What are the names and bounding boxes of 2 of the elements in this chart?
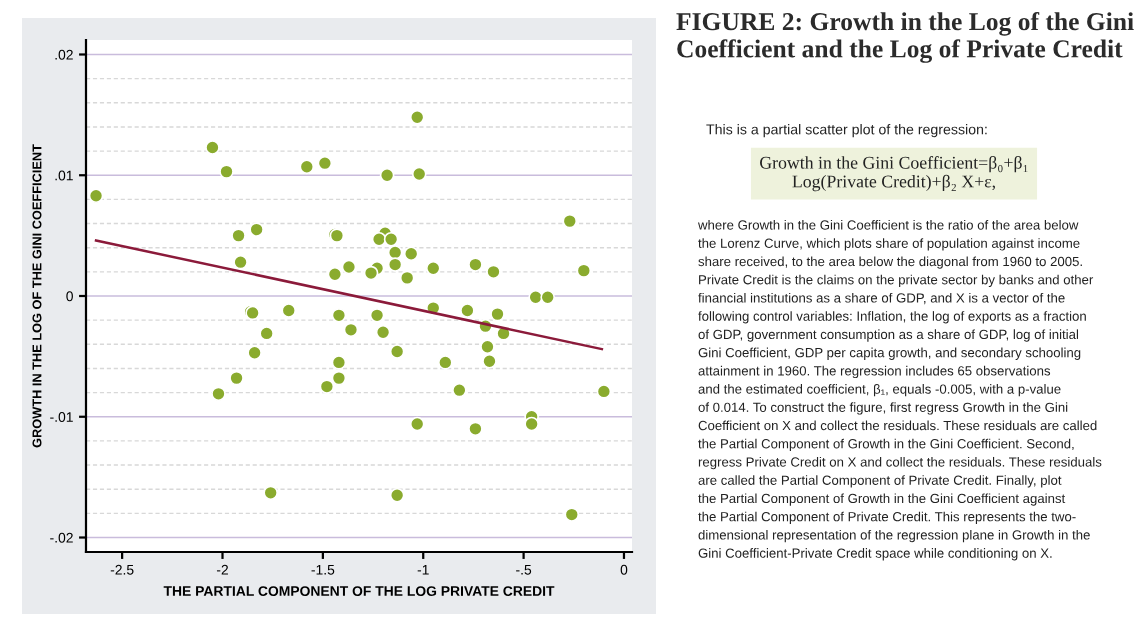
text: Growth in the Gini Coefficient=β₀+β₁ Log(Private Credit)+β₂ X+ε,	[760, 156, 1028, 192]
text: FIGURE 2: Growth in the Log of the Gini Coefficient and the Log of Private Credit	[676, 12, 1134, 63]
